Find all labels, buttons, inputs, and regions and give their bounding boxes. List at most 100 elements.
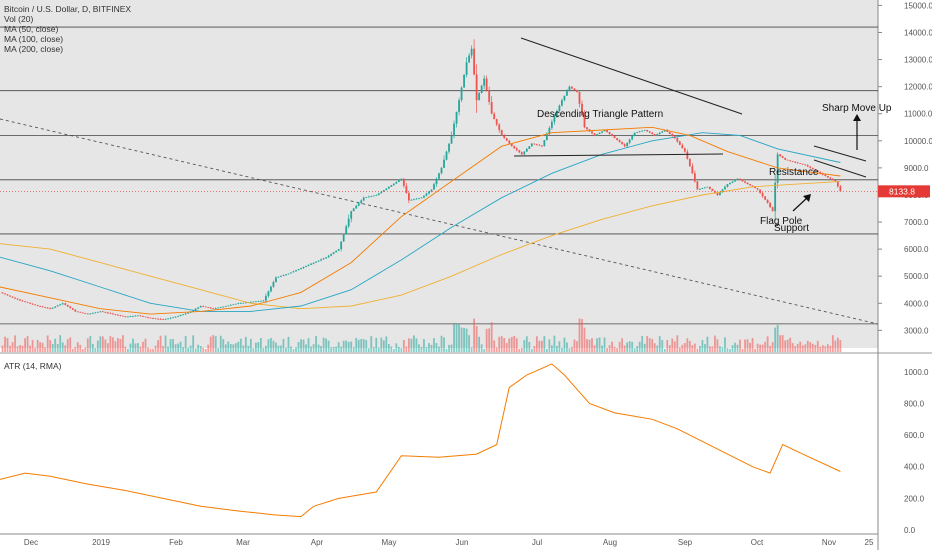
volume-bar — [340, 346, 343, 352]
volume-bar — [801, 345, 804, 352]
candle-body — [764, 196, 767, 200]
candle-body — [239, 302, 242, 304]
candle-body — [563, 95, 566, 101]
candle-body — [282, 275, 285, 276]
volume-bar — [257, 342, 260, 352]
volume-bar — [347, 341, 350, 352]
candle-body — [671, 134, 674, 137]
annotation-resistance: Resistance — [769, 167, 819, 178]
candle-body — [415, 198, 418, 200]
candle-body — [347, 218, 350, 227]
time-axis-label: May — [381, 538, 396, 547]
candle-body — [187, 312, 190, 314]
candle-body — [127, 316, 129, 318]
candle-body — [455, 111, 458, 124]
candle-body — [425, 193, 428, 196]
candle-body — [335, 250, 338, 253]
volume-bar — [275, 342, 277, 352]
candle-body — [656, 134, 659, 136]
candle-body — [423, 195, 425, 198]
candle-body — [295, 270, 297, 272]
volume-bar — [508, 338, 511, 352]
candle-body — [535, 144, 538, 145]
volume-bar — [164, 335, 167, 352]
volume-bar — [51, 343, 54, 352]
candle-body — [1, 292, 4, 294]
volume-bar — [548, 339, 551, 352]
candle-body — [6, 294, 9, 296]
volume-bar — [621, 338, 624, 352]
volume-bar — [382, 340, 385, 352]
volume-bar — [202, 347, 205, 352]
candle-body — [11, 296, 14, 298]
price-tick-label: 10000.0 — [904, 137, 932, 146]
candle-body — [751, 185, 754, 187]
candle-body — [809, 166, 812, 168]
volume-bar — [430, 344, 433, 352]
volume-bar — [101, 336, 104, 352]
volume-bar — [345, 340, 348, 352]
candle-body — [686, 151, 689, 159]
volume-bar — [704, 344, 706, 352]
candle-body — [182, 314, 185, 316]
candle-body — [771, 207, 774, 212]
volume-bar — [568, 348, 571, 352]
candle-body — [508, 140, 511, 144]
volume-bar — [21, 345, 24, 352]
volume-bar — [189, 345, 192, 352]
volume-bar — [177, 343, 180, 352]
volume-bar — [209, 336, 212, 352]
candle-body — [696, 181, 699, 190]
candle-body — [177, 315, 180, 317]
volume-bar — [836, 337, 839, 352]
candle-body — [435, 178, 438, 185]
volume-bar — [661, 340, 664, 352]
candle-body — [445, 151, 448, 160]
candle-body — [86, 313, 89, 315]
volume-bar — [352, 347, 355, 352]
candle-body — [109, 313, 112, 314]
volume-bar — [152, 348, 154, 352]
candle-body — [332, 252, 335, 254]
candle-body — [420, 197, 423, 199]
candle-body — [357, 203, 360, 206]
candle-body — [678, 141, 681, 145]
candle-body — [433, 184, 435, 190]
candle-body — [729, 182, 731, 185]
volume-bar — [405, 346, 408, 352]
volume-bar — [809, 342, 812, 352]
candle-body — [159, 318, 162, 320]
candle-body — [76, 311, 79, 313]
volume-bar — [139, 346, 142, 352]
volume-bar — [834, 340, 837, 352]
candle-body — [41, 306, 44, 308]
volume-bar — [465, 328, 468, 352]
volume-bar — [563, 337, 566, 352]
volume-bar — [543, 335, 546, 352]
candle-body — [345, 226, 348, 234]
candle-body — [139, 315, 142, 317]
volume-bar — [302, 339, 305, 352]
candle-body — [839, 186, 842, 192]
time-axis-label: Mar — [236, 538, 250, 547]
volume-bar — [79, 344, 82, 352]
candle-body — [59, 304, 62, 306]
volume-bar — [678, 347, 681, 352]
candle-body — [608, 132, 611, 135]
time-axis-label: 2019 — [92, 538, 110, 547]
candle-body — [265, 295, 267, 301]
volume-bar — [154, 345, 157, 352]
candle-body — [132, 315, 134, 317]
volume-bar — [553, 335, 556, 352]
candle-body — [543, 140, 546, 147]
candle-body — [623, 144, 626, 147]
candle-body — [327, 255, 330, 258]
volume-bar — [415, 338, 418, 352]
volume-bar — [761, 344, 764, 352]
candle-body — [16, 298, 19, 300]
candle-body — [49, 308, 52, 309]
candle-body — [641, 130, 644, 132]
volume-bar — [127, 348, 129, 352]
volume-bar — [4, 336, 6, 352]
